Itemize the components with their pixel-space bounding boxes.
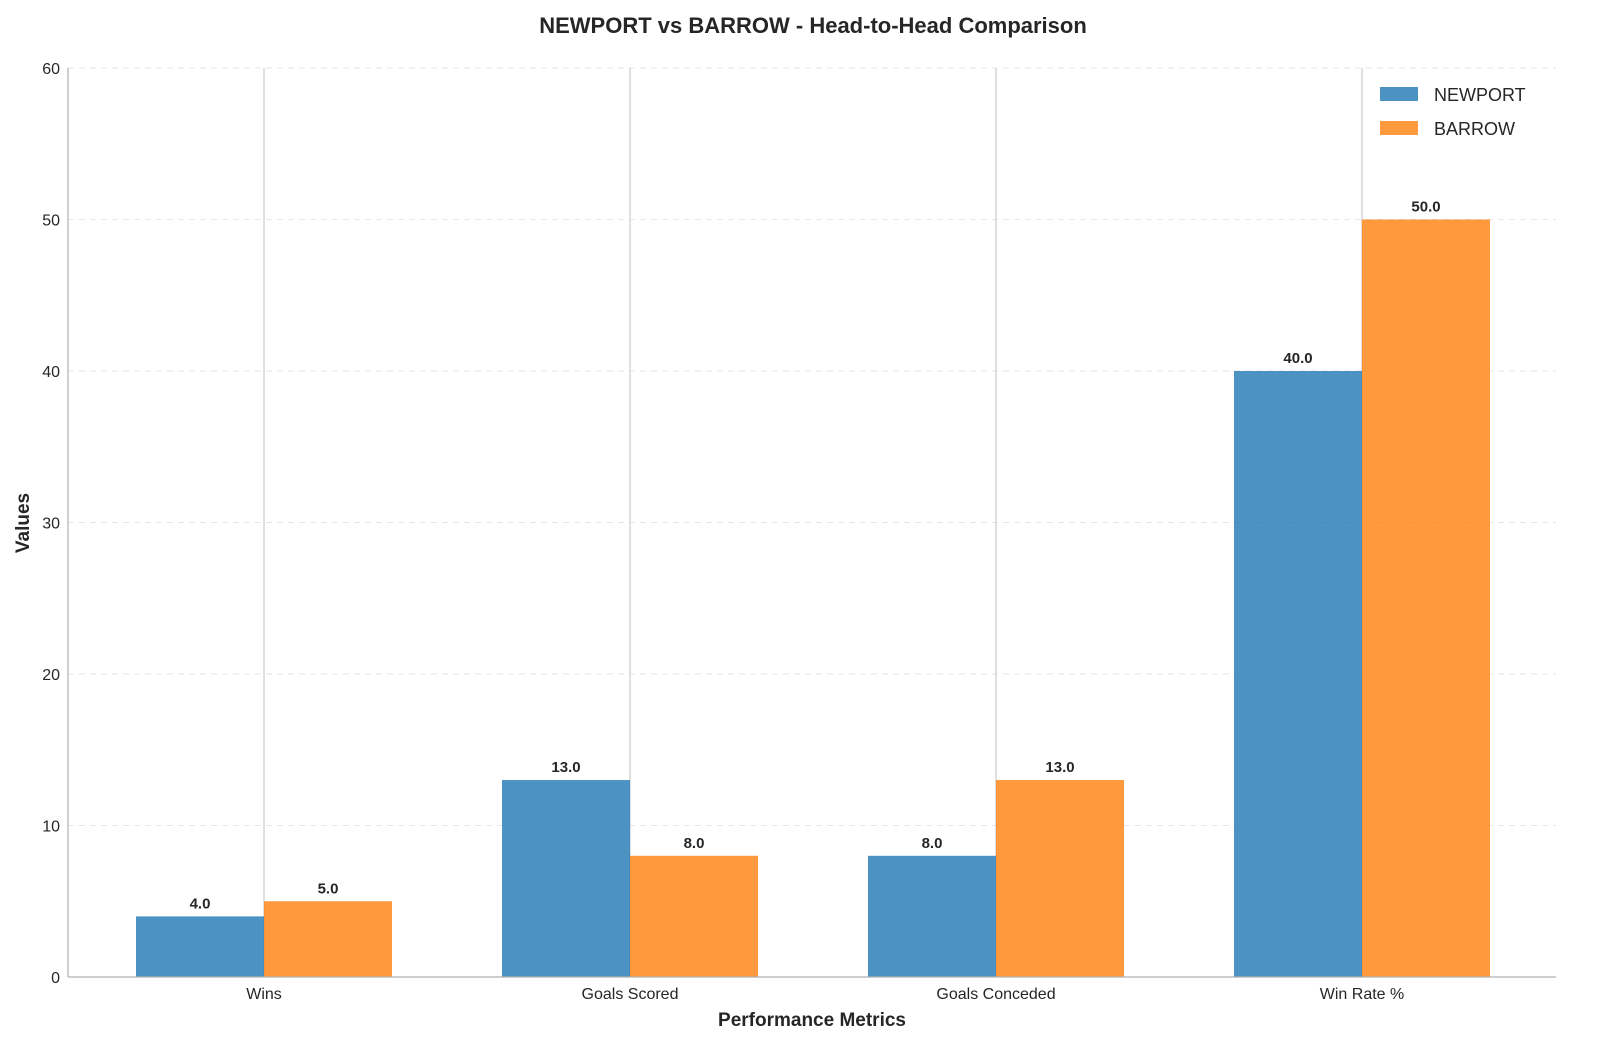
axes	[67, 68, 1556, 978]
legend-swatch-barrow	[1380, 121, 1418, 135]
bar-barrow-2	[996, 780, 1124, 977]
bars	[136, 219, 1490, 977]
bar-newport-3	[1234, 371, 1362, 977]
data-label-barrow-2: 13.0	[1045, 759, 1074, 776]
legend-label-newport: NEWPORT	[1434, 85, 1526, 105]
bar-barrow-0	[264, 901, 392, 977]
data-label-barrow-1: 8.0	[684, 835, 705, 852]
x-tick-label-1: Goals Scored	[582, 986, 679, 1003]
data-label-newport-3: 40.0	[1283, 350, 1312, 367]
legend: NEWPORT BARROW	[1380, 85, 1526, 139]
y-axis-label: Values	[13, 493, 34, 553]
x-tick-label-3: Win Rate %	[1320, 986, 1404, 1003]
data-label-newport-2: 8.0	[922, 835, 943, 852]
bar-barrow-3	[1362, 219, 1490, 977]
bar-newport-0	[136, 916, 264, 977]
x-tick-label-2: Goals Conceded	[936, 986, 1055, 1003]
chart-title: NEWPORT vs BARROW - Head-to-Head Compari…	[539, 13, 1087, 38]
data-label-barrow-3: 50.0	[1411, 199, 1440, 216]
data-label-newport-1: 13.0	[551, 759, 580, 776]
x-axis-label: Performance Metrics	[718, 1010, 906, 1031]
legend-label-barrow: BARROW	[1434, 119, 1515, 139]
y-tick-label-20: 20	[42, 667, 60, 684]
bar-newport-1	[502, 780, 630, 977]
y-tick-label-40: 40	[42, 364, 60, 381]
y-tick-label-30: 30	[42, 516, 60, 533]
y-tick-label-0: 0	[51, 970, 60, 987]
data-label-newport-0: 4.0	[190, 895, 211, 912]
legend-swatch-newport	[1380, 87, 1418, 101]
y-tick-labels: 0 10 20 30 40 50 60	[42, 61, 60, 987]
data-labels: 4.0 13.0 8.0 40.0 5.0 8.0 13.0 50.0	[190, 199, 1441, 913]
y-tick-label-50: 50	[42, 213, 60, 230]
y-tick-label-10: 10	[42, 819, 60, 836]
bar-newport-2	[868, 855, 996, 977]
x-tick-label-0: Wins	[246, 986, 282, 1003]
y-tick-label-60: 60	[42, 61, 60, 78]
data-label-barrow-0: 5.0	[318, 880, 339, 897]
x-tick-labels: Wins Goals Scored Goals Conceded Win Rate %	[246, 986, 1404, 1003]
bar-barrow-1	[630, 855, 758, 977]
